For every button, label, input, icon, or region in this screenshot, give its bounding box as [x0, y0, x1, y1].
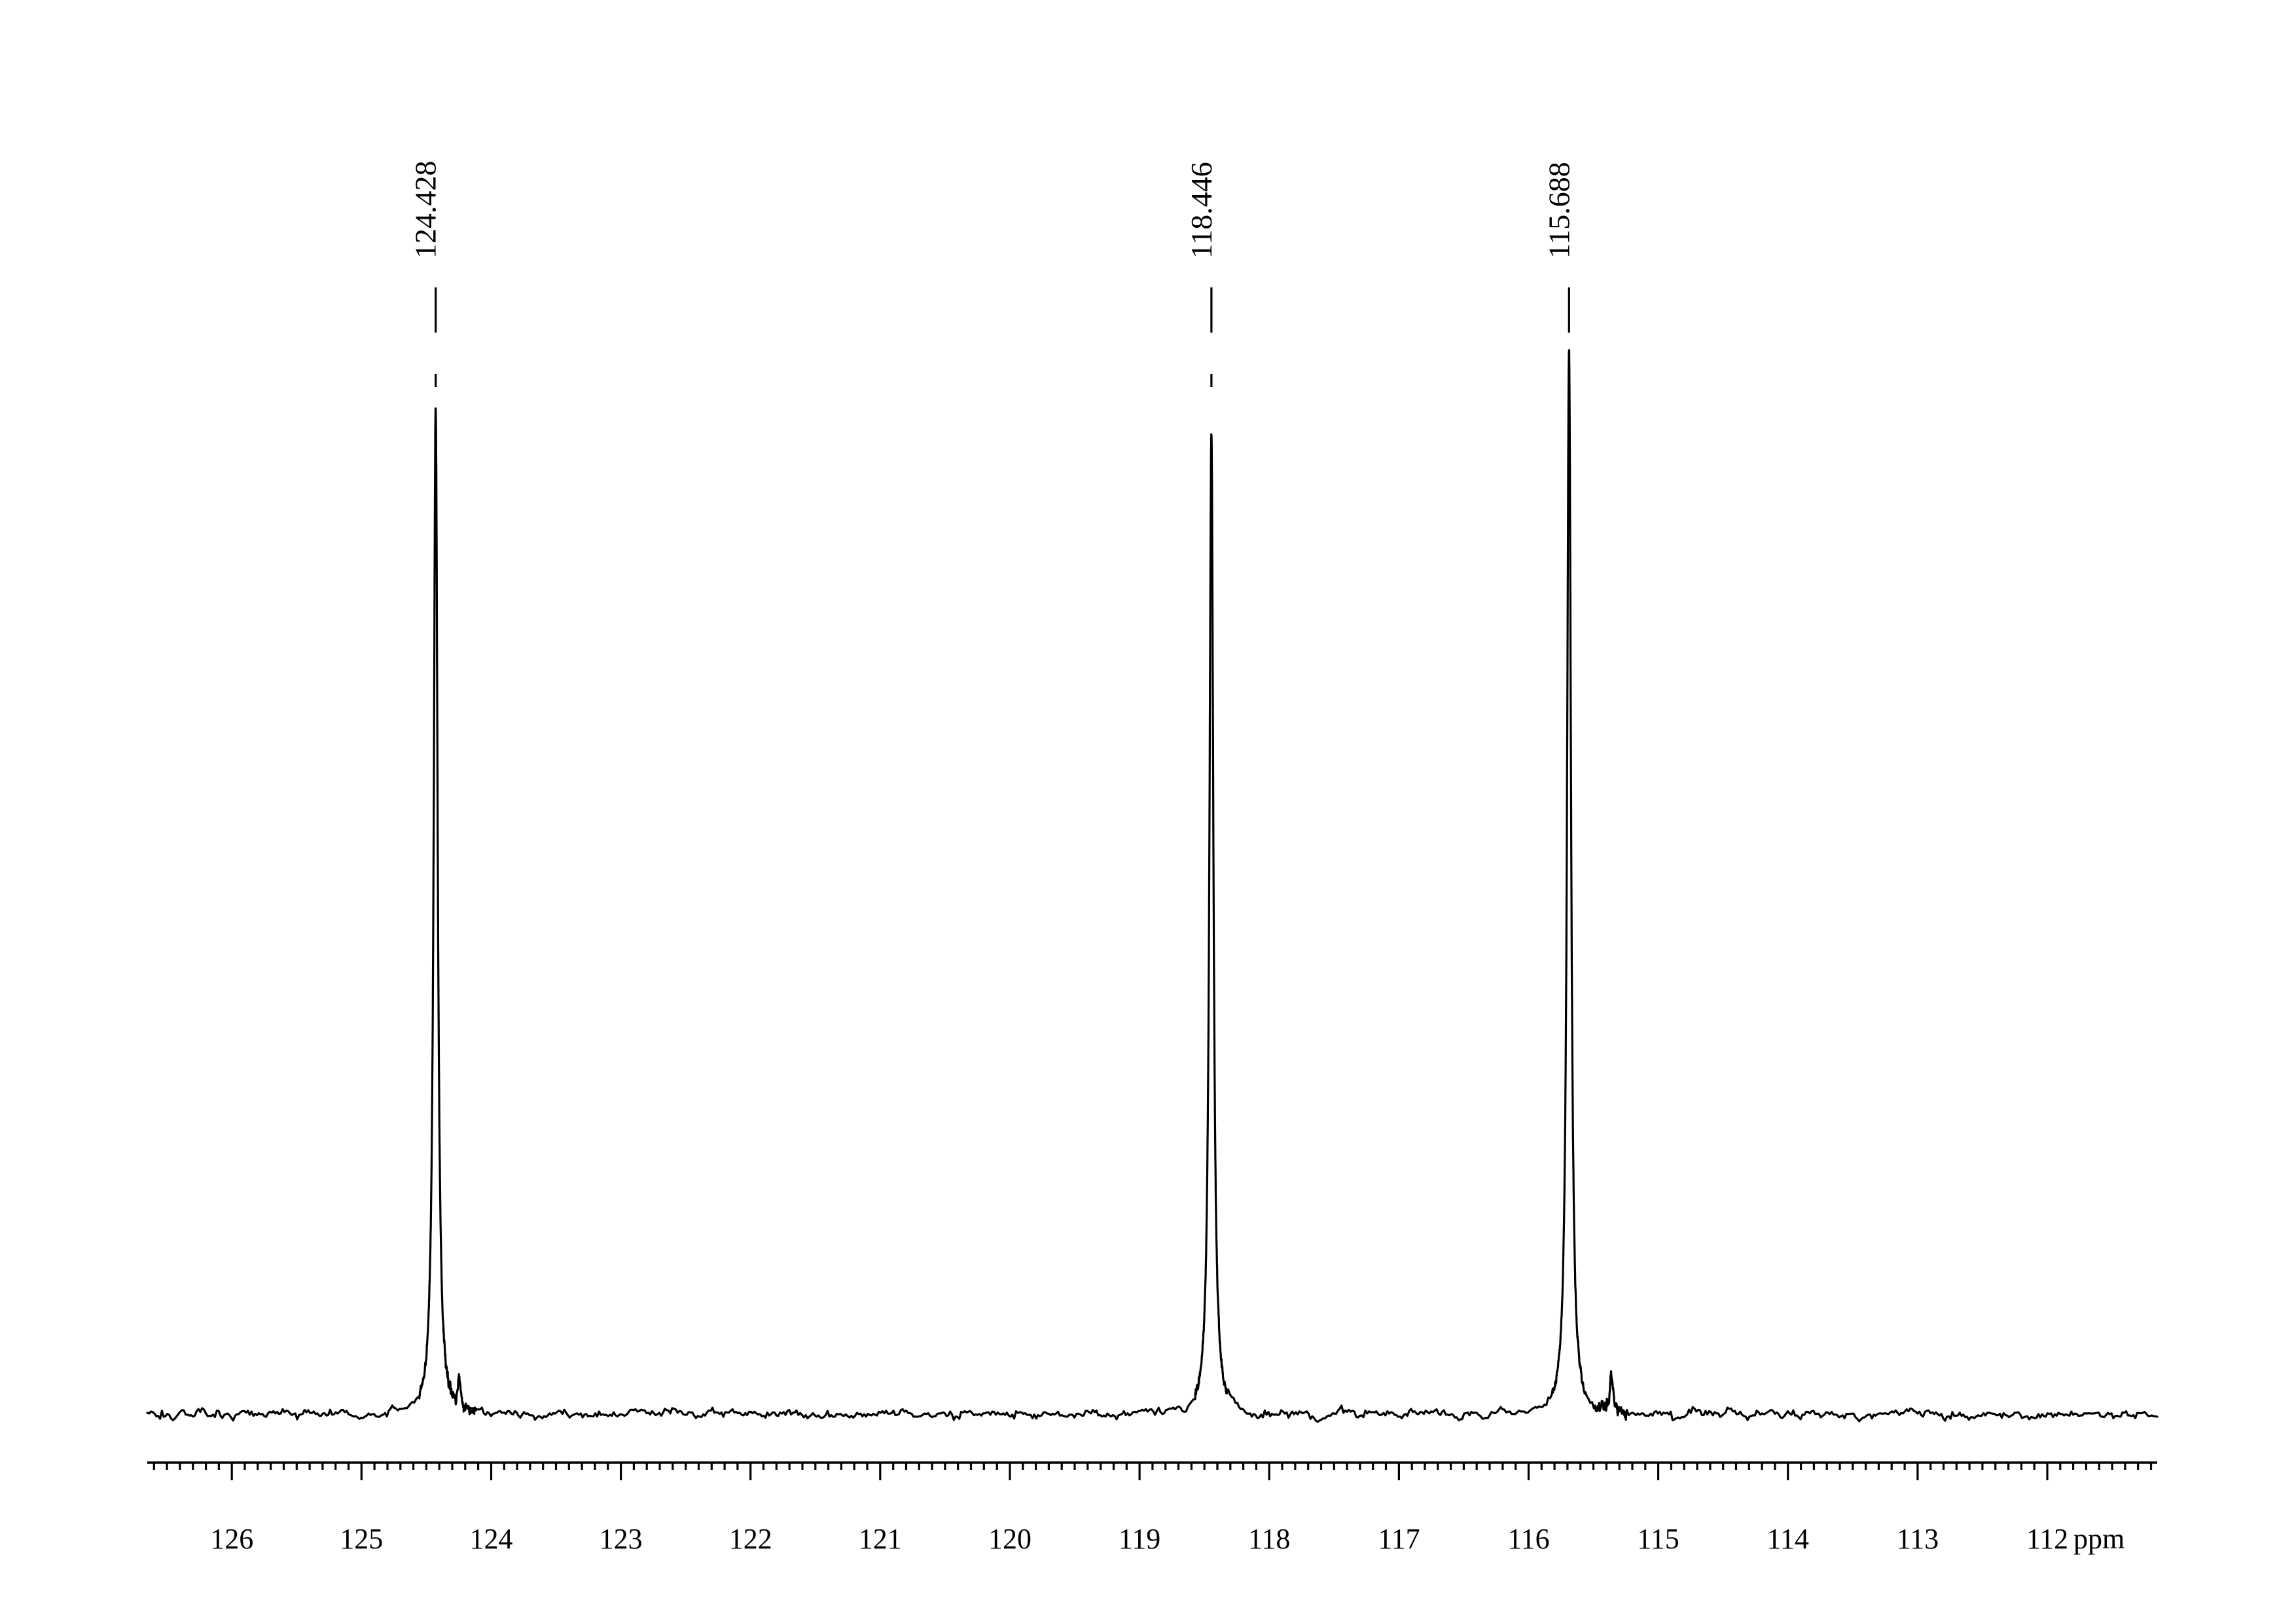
svg-text:115.688: 115.688: [1542, 162, 1575, 259]
svg-text:116: 116: [1507, 1523, 1549, 1555]
svg-text:118.446: 118.446: [1185, 162, 1218, 259]
svg-text:122: 122: [729, 1523, 772, 1555]
svg-text:114: 114: [1767, 1523, 1809, 1555]
svg-text:121: 121: [859, 1523, 902, 1555]
svg-text:125: 125: [340, 1523, 383, 1555]
svg-text:117: 117: [1378, 1523, 1420, 1555]
svg-text:124: 124: [470, 1523, 513, 1555]
svg-text:ppm: ppm: [2073, 1523, 2125, 1555]
svg-text:126: 126: [210, 1523, 253, 1555]
svg-text:115: 115: [1637, 1523, 1679, 1555]
svg-text:120: 120: [988, 1523, 1031, 1555]
svg-text:112: 112: [2026, 1523, 2068, 1555]
svg-text:118: 118: [1248, 1523, 1290, 1555]
svg-text:119: 119: [1119, 1523, 1160, 1555]
svg-text:123: 123: [600, 1523, 643, 1555]
svg-text:124.428: 124.428: [409, 161, 442, 259]
svg-text:113: 113: [1897, 1523, 1939, 1555]
